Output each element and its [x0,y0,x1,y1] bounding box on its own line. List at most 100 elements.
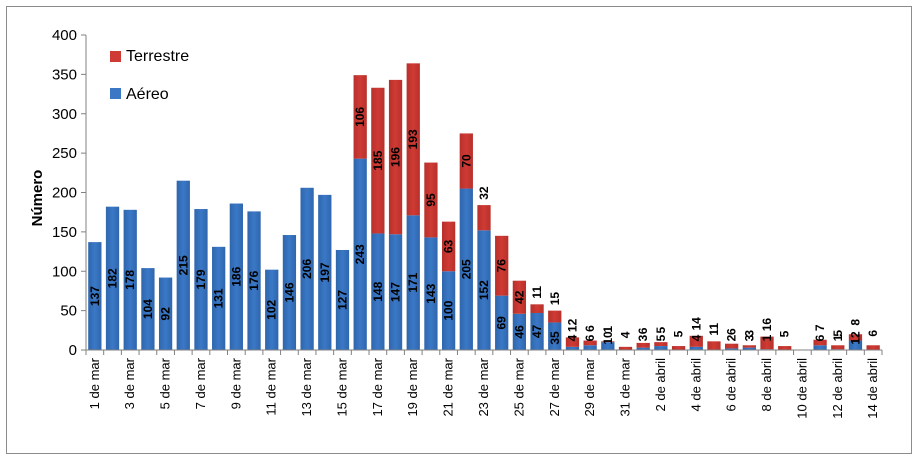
data-label-terrestre: 63 [442,239,456,253]
y-tick-label: 50 [60,303,77,320]
bar-aereo [247,211,261,350]
x-tick-label: 11 de mar [264,357,279,415]
data-label-terrestre: 5 [831,330,845,337]
data-label-aereo: 215 [176,255,190,275]
data-label-aereo: 6 [583,334,597,341]
x-tick-label: 31 de mar [618,357,633,416]
data-label-aereo: 243 [353,244,367,264]
x-tick-label: 5 de mar [158,357,173,409]
bar-terrestre [742,345,756,348]
bar-terrestre [725,343,739,349]
x-tick-label: 15 de mar [334,357,349,416]
y-tick-label: 100 [52,263,77,280]
bar-terrestre [689,335,703,347]
bar-terrestre [459,133,473,189]
bar-aereo [565,346,580,350]
bar-aereo [158,277,173,350]
x-tick-label: 6 de abril [724,358,739,412]
y-tick-label: 0 [69,342,77,359]
chart-frame [6,6,912,454]
data-label-aereo: 12 [848,331,862,345]
data-label-terrestre: 193 [406,129,420,149]
bar-aereo [282,235,297,350]
bar-terrestre [495,235,509,296]
bar-aereo [441,271,456,350]
x-tick-label: 1 de mar [87,357,102,409]
data-label-terrestre: 11 [707,323,721,336]
x-tick-label: 4 de abril [688,358,703,412]
bar-aereo [141,268,155,350]
data-label-terrestre: 15 [548,292,562,306]
data-label-terrestre: 76 [495,259,509,273]
legend: Terrestre Aéreo [110,48,189,103]
data-label-aereo: 127 [335,290,349,310]
bar-terrestre [388,79,403,235]
legend-swatch-aereo [110,88,121,99]
bar-aereo [654,346,668,350]
x-tick-label: 19 de mar [405,357,420,416]
x-tick-label: 3 de mar [122,357,137,409]
data-label-terrestre: 3 [742,330,756,337]
bar-aereo [495,295,509,350]
data-label-terrestre: 6 [725,328,739,335]
bar-aereo [176,180,190,350]
data-label-aereo: 143 [424,283,438,303]
x-tick-label: 13 de mar [299,357,314,416]
data-label-aereo: 205 [459,259,473,279]
data-label-aereo: 92 [159,307,173,321]
bar-aereo [388,234,403,350]
bar-aereo [548,322,562,350]
data-label-aereo: 47 [530,324,544,338]
bar-terrestre [760,336,774,350]
x-tick-label: 7 de mar [193,357,208,409]
data-label-aereo: 179 [194,269,208,289]
bar-terrestre [565,337,580,347]
bar-terrestre [866,345,880,350]
bar-terrestre [831,345,845,350]
bar-aereo [742,347,756,350]
bar-aereo [194,209,208,350]
bar-aereo [601,342,615,350]
bar-aereo [371,233,385,350]
y-tick-label: 150 [52,224,77,241]
bar-aereo [459,188,473,350]
data-label-aereo: 3 [742,334,756,341]
data-label-terrestre: 196 [389,147,403,167]
data-label-terrestre: 5 [778,330,792,337]
bar-aereo [848,340,863,350]
data-label-aereo: 197 [318,262,332,282]
data-label-aereo: 152 [477,280,491,300]
bar-aereo [123,209,137,350]
data-label-aereo: 131 [212,288,226,308]
bar-terrestre [778,346,792,350]
y-axis-title: Número [29,170,46,227]
bar-terrestre [671,346,686,350]
bar-terrestre [530,304,544,313]
x-axis: 1 de mar 3 de mar 5 de mar 7 de mar 9 de mar… [85,349,883,419]
bar-terrestre [371,87,385,234]
x-tick-label: 17 de mar [370,357,385,416]
data-label-terrestre: 5 [654,326,668,333]
x-tick-label: 12 de abril [830,358,845,419]
data-label-aereo: 147 [389,282,403,302]
bar-aereo [512,313,527,350]
y-axis: 0 50 100 150 200 250 300 350 400 [52,27,87,359]
bar-terrestre [601,341,615,343]
bar-aereo [424,237,438,350]
bar-terrestre [618,346,633,350]
bar-aereo [477,230,491,350]
x-tick-label: 14 de abril [865,358,880,419]
legend-label-aereo: Aéreo [126,86,169,103]
data-label-aereo: 3 [636,334,650,341]
y-tick-label: 400 [52,27,77,44]
data-label-terrestre: 4 [619,331,633,338]
x-tick-label: 9 de mar [228,357,243,409]
data-label-aereo: 4 [565,334,579,341]
data-label-aereo: 137 [88,286,102,306]
data-label-aereo: 2 [725,334,739,341]
y-tick-label: 350 [52,66,77,83]
x-tick-label: 29 de mar [582,357,597,416]
bar-terrestre [441,221,456,272]
data-label-aereo: 186 [229,266,243,286]
